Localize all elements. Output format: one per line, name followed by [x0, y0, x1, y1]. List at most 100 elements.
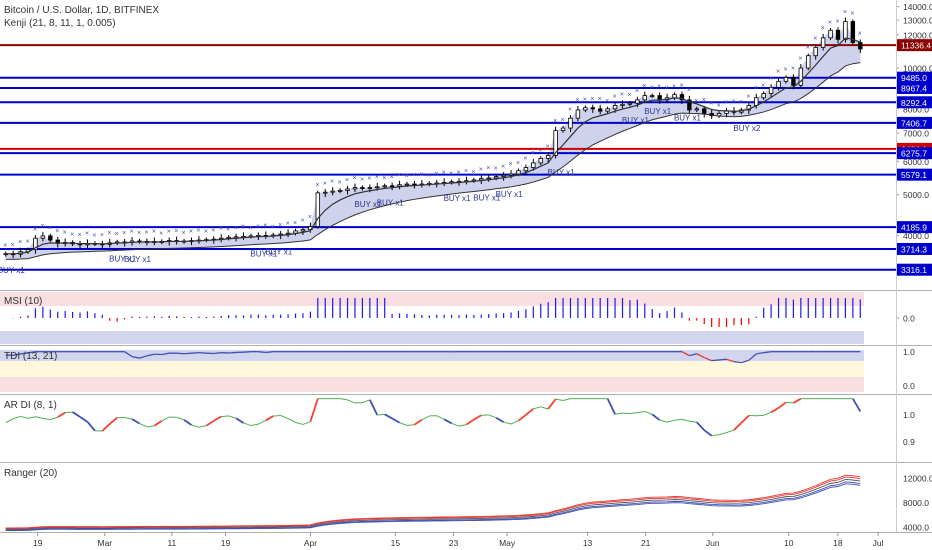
- tdi-segment: [719, 358, 727, 361]
- ardi-pane[interactable]: AR DI (8, 1) 1.0 0.9: [4, 397, 915, 447]
- chart-title: Bitcoin / U.S. Dollar, 1D, BITFINEX: [4, 5, 159, 16]
- price-pane[interactable]: 14000.013000.012000.011514.010000.09000.…: [0, 2, 932, 276]
- ardi-segment: [533, 406, 541, 410]
- cross-marker: ×: [323, 180, 327, 187]
- cross-marker: ×: [687, 87, 691, 94]
- candle-body: [724, 110, 729, 114]
- ardi-segment: [517, 414, 527, 422]
- tdi-segment: [228, 351, 237, 354]
- cross-marker: ×: [271, 224, 275, 231]
- level-label-box: [897, 242, 932, 255]
- ardi-segment: [5, 418, 14, 424]
- ardi-segment: [369, 399, 379, 416]
- price-tick-label: 8000.0: [903, 104, 929, 114]
- cross-marker: ×: [650, 85, 654, 92]
- buy-label: BUY x1: [354, 200, 382, 209]
- cross-marker: ×: [783, 66, 787, 73]
- ardi-segment: [689, 420, 697, 423]
- tdi-segment: [124, 351, 133, 358]
- cross-marker: ×: [330, 178, 334, 185]
- buy-label: BUY x1: [265, 248, 293, 257]
- ardi-segment: [852, 398, 862, 412]
- candle-body: [835, 29, 841, 40]
- level-label-box: [897, 96, 932, 109]
- candle-body: [523, 167, 529, 172]
- level-label-text: 7406.7: [901, 118, 927, 128]
- ardi-segment: [399, 422, 408, 426]
- ranger-pane[interactable]: Ranger (20) 12000.0 8000.0 4000.0: [4, 468, 932, 532]
- ardi-segment: [235, 417, 244, 424]
- buy-label: BUY x1: [548, 168, 576, 177]
- cross-marker: ×: [278, 222, 282, 229]
- cross-marker: ×: [776, 69, 780, 76]
- buy-label: BUY x1: [377, 198, 405, 207]
- ardi-segment: [302, 421, 311, 425]
- ardi-segment: [451, 422, 460, 427]
- cross-marker: ×: [152, 229, 156, 236]
- tdi-upper-zone: [0, 350, 864, 361]
- msi-top-zone: [0, 292, 864, 306]
- ardi-segment: [703, 429, 713, 437]
- cross-marker: ×: [115, 231, 119, 238]
- ardi-segment: [183, 419, 193, 426]
- cross-marker: ×: [702, 97, 706, 104]
- cross-marker: ×: [709, 101, 713, 108]
- cross-marker: ×: [457, 169, 461, 176]
- candle-body: [850, 21, 856, 43]
- cross-marker: ×: [724, 99, 728, 106]
- ardi-segment: [726, 429, 735, 434]
- candle-body: [337, 189, 343, 192]
- tdi-segment: [258, 351, 266, 354]
- ardi-segment: [161, 416, 170, 422]
- ardi-segment: [72, 411, 81, 418]
- candle-body: [605, 108, 610, 112]
- cross-marker: ×: [196, 227, 200, 234]
- cross-marker: ×: [598, 96, 602, 103]
- candle-body: [776, 80, 781, 88]
- candle-body: [553, 130, 558, 156]
- candle-body: [791, 77, 796, 86]
- cross-marker: ×: [449, 171, 453, 178]
- cross-marker: ×: [63, 230, 67, 237]
- candle-body: [858, 42, 863, 50]
- cross-marker: ×: [55, 228, 59, 235]
- candle-body: [635, 99, 640, 104]
- ardi-segment: [540, 406, 549, 410]
- candle-body: [382, 185, 387, 188]
- tdi-segment: [711, 359, 720, 362]
- time-tick-label: Jun: [706, 538, 720, 548]
- level-label-box: [897, 39, 932, 52]
- cross-marker: ×: [338, 179, 342, 186]
- level-label-box: [897, 81, 932, 94]
- cross-marker: ×: [11, 242, 15, 249]
- ardi-segment: [131, 418, 140, 425]
- ardi-segment: [250, 423, 259, 427]
- candle-body: [806, 55, 811, 69]
- ardi-segment: [35, 416, 43, 419]
- tdi-segment: [748, 353, 757, 361]
- level-label-text: 9485.0: [901, 73, 927, 83]
- ardi-segment: [101, 423, 111, 432]
- ardi-segment: [792, 397, 802, 404]
- cross-marker: ×: [211, 227, 215, 234]
- cross-marker: ×: [204, 229, 208, 236]
- cross-marker: ×: [130, 228, 134, 235]
- ardi-segment: [20, 415, 29, 419]
- cross-marker: ×: [835, 18, 839, 25]
- cross-marker: ×: [404, 173, 408, 180]
- cross-marker: ×: [352, 175, 356, 182]
- time-tick-label: 19: [221, 538, 231, 548]
- tdi-pane[interactable]: TDI (13, 21) 1.0 0.0: [0, 347, 915, 392]
- ardi-segment: [525, 408, 534, 416]
- cross-marker: ×: [122, 230, 126, 237]
- cross-marker: ×: [137, 230, 141, 237]
- level-label-text: 5579.1: [901, 170, 927, 180]
- ardi-axis: 1.0 0.9: [903, 410, 915, 447]
- candle-body: [479, 178, 484, 181]
- candle-body: [367, 187, 373, 189]
- ardi-segment: [606, 398, 616, 415]
- candle-body: [352, 187, 358, 190]
- cross-marker: ×: [523, 156, 527, 163]
- cross-marker: ×: [189, 229, 193, 236]
- msi-pane[interactable]: MSI (10) 0.0: [0, 292, 915, 344]
